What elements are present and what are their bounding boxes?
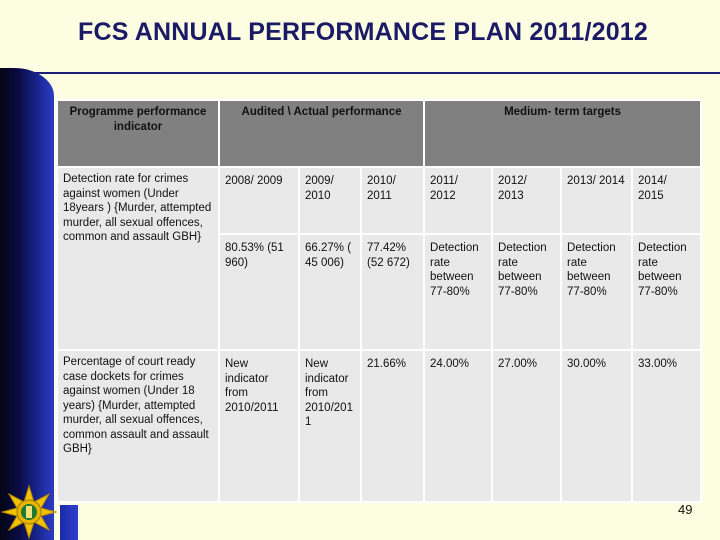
year-cell: 2012/ 2013 bbox=[491, 166, 563, 235]
value-cell: Detection rate between 77-80% bbox=[423, 233, 494, 351]
table-header-row: Programme performance indicator Audited … bbox=[56, 99, 703, 168]
header-medium-term: Medium- term targets bbox=[423, 99, 703, 168]
title-underline bbox=[35, 72, 720, 74]
value-cell: 30.00% bbox=[560, 349, 634, 503]
value-cell: New indicator from 2010/201 1 bbox=[298, 349, 362, 503]
year-cell: 2010/ 2011 bbox=[359, 166, 426, 235]
value-cell: Detection rate between 77-80% bbox=[631, 233, 703, 351]
year-cell: 2008/ 2009 bbox=[218, 166, 300, 235]
value-cell: 21.66% bbox=[359, 349, 426, 503]
value-cell: 66.27% ( 45 006) bbox=[298, 233, 362, 351]
value-cell: 24.00% bbox=[423, 349, 494, 503]
performance-table: Programme performance indicator Audited … bbox=[56, 99, 703, 503]
value-cell: New indicator from 2010/2011 bbox=[218, 349, 300, 503]
year-cell: 2013/ 2014 bbox=[560, 166, 634, 235]
year-cell: 2009/ 2010 bbox=[298, 166, 362, 235]
value-cell: 80.53% (51 960) bbox=[218, 233, 300, 351]
year-cell: 2011/ 2012 bbox=[423, 166, 494, 235]
value-cell: 27.00% bbox=[491, 349, 563, 503]
header-indicator: Programme performance indicator bbox=[56, 99, 220, 168]
table-row: 80.53% (51 960) 66.27% ( 45 006) 77.42% … bbox=[57, 233, 703, 351]
left-decorative-band bbox=[0, 68, 54, 540]
page-title: FCS ANNUAL PERFORMANCE PLAN 2011/2012 bbox=[77, 18, 649, 46]
value-cell: 33.00% bbox=[631, 349, 703, 503]
year-cell: 2014/ 2015 bbox=[631, 166, 703, 235]
performance-table-container: Programme performance indicator Audited … bbox=[56, 99, 703, 503]
value-cell: 77.42% (52 672) bbox=[359, 233, 426, 351]
page-number: 49 bbox=[678, 502, 693, 517]
value-cell: Detection rate between 77-80% bbox=[491, 233, 563, 351]
table-row: Detection rate for crimes against women … bbox=[56, 166, 703, 351]
value-cell: Detection rate between 77-80% bbox=[560, 233, 634, 351]
bottom-stripe bbox=[60, 505, 78, 540]
row1-indicator: Detection rate for crimes against women … bbox=[56, 166, 220, 351]
table-row: Percentage of court ready case dockets f… bbox=[56, 349, 703, 503]
header-audited: Audited \ Actual performance bbox=[217, 99, 426, 168]
row2-indicator: Percentage of court ready case dockets f… bbox=[56, 349, 220, 503]
saps-star-emblem-icon bbox=[1, 484, 57, 540]
